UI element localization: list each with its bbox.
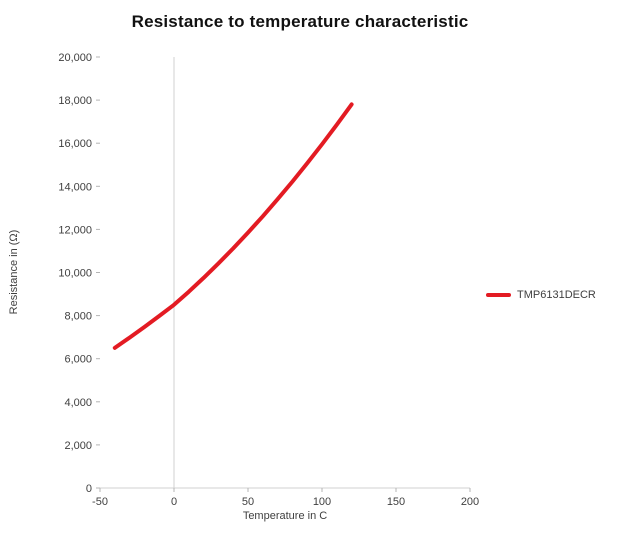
y-tick-label: 18,000 [58, 95, 92, 107]
y-tick-label: 20,000 [58, 52, 92, 64]
y-tick-label: 0 [86, 483, 92, 495]
y-tick-label: 8,000 [64, 311, 92, 323]
y-tick-label: 12,000 [58, 224, 92, 236]
legend-line-swatch [486, 293, 511, 297]
legend-label: TMP6131DECR [517, 289, 596, 301]
y-tick-label: 6,000 [64, 354, 92, 366]
x-tick-label: 200 [461, 496, 479, 508]
y-tick-label: 4,000 [64, 397, 92, 409]
x-tick-label: 0 [171, 496, 177, 508]
x-tick-label: 150 [387, 496, 405, 508]
x-tick-label: 100 [313, 496, 331, 508]
x-tick-label: -50 [92, 496, 108, 508]
y-tick-label: 14,000 [58, 181, 92, 193]
x-axis-title: Temperature in C [242, 510, 328, 522]
x-tick-label: 50 [242, 496, 254, 508]
y-tick-label: 10,000 [58, 268, 92, 280]
chart-title: Resistance to temperature characteristic [131, 12, 469, 31]
series-line [112, 102, 354, 350]
legend: TMP6131DECR [486, 289, 596, 301]
y-tick-label: 2,000 [64, 440, 92, 452]
y-tick-label: 16,000 [58, 138, 92, 150]
